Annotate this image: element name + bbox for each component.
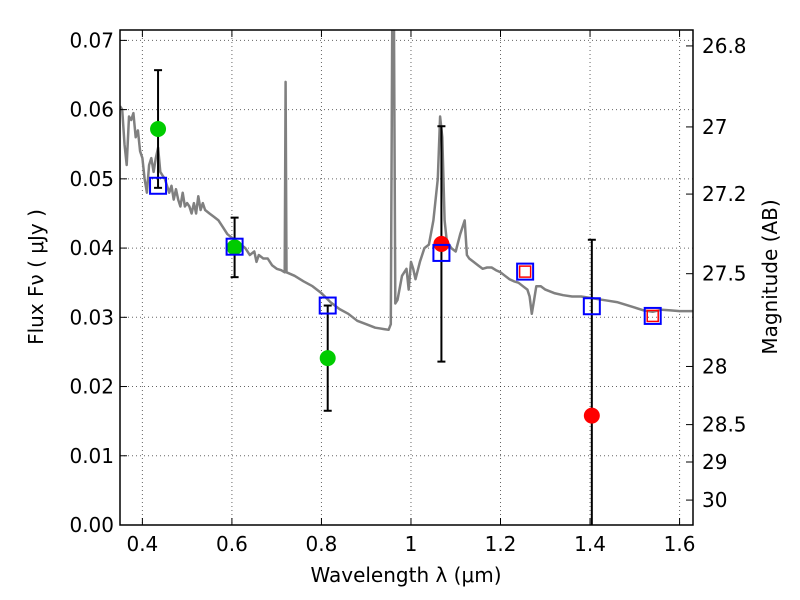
y-tick-label: 0.07 xyxy=(69,28,114,52)
observed-point xyxy=(226,239,243,256)
y-tick-label: 0.06 xyxy=(69,98,114,122)
right-tick-label: 30 xyxy=(702,488,727,512)
model-spectrum-line xyxy=(120,30,693,332)
right-axis-label: Magnitude (AB) xyxy=(758,199,782,354)
x-tick-label: 1 xyxy=(405,532,418,556)
right-tick-label: 29 xyxy=(702,450,727,474)
x-tick-label: 0.6 xyxy=(216,532,248,556)
right-tick-label: 28 xyxy=(702,354,727,378)
y-tick-label: 0.03 xyxy=(69,305,114,329)
model-band-square xyxy=(318,296,337,315)
observed-point xyxy=(583,407,600,424)
observed-point xyxy=(150,121,167,137)
y-tick-label: 0.05 xyxy=(69,167,114,191)
right-tick-label: 28.5 xyxy=(702,413,747,437)
x-axis-label: Wavelength λ (μm) xyxy=(310,563,501,587)
y-tick-label: 0.00 xyxy=(69,513,114,537)
x-tick-label: 1.2 xyxy=(485,532,517,556)
observed-point xyxy=(319,350,336,367)
right-tick-label: 27.5 xyxy=(702,262,747,286)
grid-lines xyxy=(120,30,693,526)
y-tick-label: 0.02 xyxy=(69,375,114,399)
model-band-square xyxy=(432,243,451,262)
x-tick-label: 1.6 xyxy=(664,532,696,556)
y-tick-label: 0.01 xyxy=(69,444,114,468)
plot-area xyxy=(120,30,693,525)
y-tick-label: 0.04 xyxy=(69,236,114,260)
right-tick-label: 26.8 xyxy=(702,34,747,58)
right-tick-label: 27.2 xyxy=(702,182,747,206)
x-tick-label: 0.4 xyxy=(126,532,158,556)
model-band-square xyxy=(225,237,244,256)
model-band-square xyxy=(582,297,601,316)
model-band-square xyxy=(149,176,168,195)
x-tick-label: 0.8 xyxy=(306,532,338,556)
model-band-square xyxy=(643,306,662,325)
plot-frame xyxy=(119,29,694,526)
model-band-square-red xyxy=(518,265,532,278)
model-band-square-red xyxy=(646,309,659,323)
model-band-square xyxy=(516,262,535,281)
x-tick-label: 1.4 xyxy=(574,532,606,556)
tick-marks: 0.4 0.6 0.8 1 1.2 1.4 1.6 0.00 0.01 0.02 0.03 0.04 0… xyxy=(69,28,746,556)
y-axis-label: Flux Fν ( μJy ) xyxy=(24,209,48,345)
right-tick-label: 27 xyxy=(702,115,727,139)
